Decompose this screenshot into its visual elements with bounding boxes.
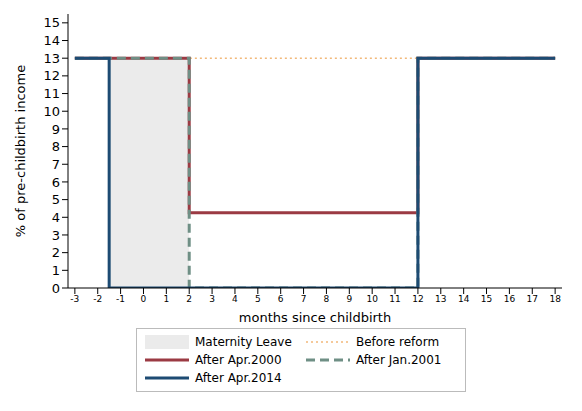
svg-text:5: 5: [255, 294, 261, 304]
svg-text:7: 7: [52, 157, 60, 172]
svg-text:11: 11: [389, 294, 400, 304]
svg-text:13: 13: [43, 51, 60, 66]
svg-text:5: 5: [52, 192, 60, 207]
svg-text:16: 16: [504, 294, 516, 304]
svg-text:6: 6: [278, 294, 284, 304]
svg-text:4: 4: [52, 210, 60, 225]
svg-text:-3: -3: [70, 294, 79, 304]
svg-text:8: 8: [324, 294, 330, 304]
svg-text:12: 12: [43, 68, 60, 83]
svg-text:4: 4: [232, 294, 238, 304]
svg-text:3: 3: [209, 294, 215, 304]
svg-text:1: 1: [163, 294, 169, 304]
svg-text:0: 0: [52, 281, 60, 296]
svg-text:15: 15: [43, 15, 60, 30]
svg-text:14: 14: [43, 33, 60, 48]
svg-text:13: 13: [435, 294, 446, 304]
svg-text:10: 10: [366, 294, 378, 304]
svg-text:7: 7: [301, 294, 307, 304]
html-text:After Apr.2000: After Apr.2000: [195, 353, 282, 367]
svg-text:9: 9: [52, 122, 60, 137]
svg-text:2: 2: [52, 245, 60, 260]
html-text:After Apr.2014: After Apr.2014: [195, 371, 282, 385]
html-text:Maternity Leave: Maternity Leave: [195, 335, 292, 349]
svg-text:8: 8: [52, 139, 60, 154]
svg-text:18: 18: [549, 294, 561, 304]
svg-text:% of pre-childbirth income: % of pre-childbirth income: [13, 65, 28, 237]
svg-text:1: 1: [52, 263, 60, 278]
svg-text:15: 15: [481, 294, 492, 304]
svg-text:2: 2: [186, 294, 192, 304]
svg-text:12: 12: [412, 294, 423, 304]
html-text:Before reform: Before reform: [356, 335, 440, 349]
svg-text:0: 0: [141, 294, 147, 304]
svg-text:14: 14: [458, 294, 470, 304]
svg-text:11: 11: [43, 86, 60, 101]
svg-text:3: 3: [52, 228, 60, 243]
html-text:After Jan.2001: After Jan.2001: [356, 353, 442, 367]
svg-text:10: 10: [43, 104, 60, 119]
svg-text:-1: -1: [116, 294, 125, 304]
svg-text:9: 9: [346, 294, 352, 304]
svg-text:months since childbirth: months since childbirth: [239, 310, 391, 325]
svg-text:17: 17: [527, 294, 538, 304]
svg-text:6: 6: [52, 175, 60, 190]
svg-text:-2: -2: [93, 294, 102, 304]
